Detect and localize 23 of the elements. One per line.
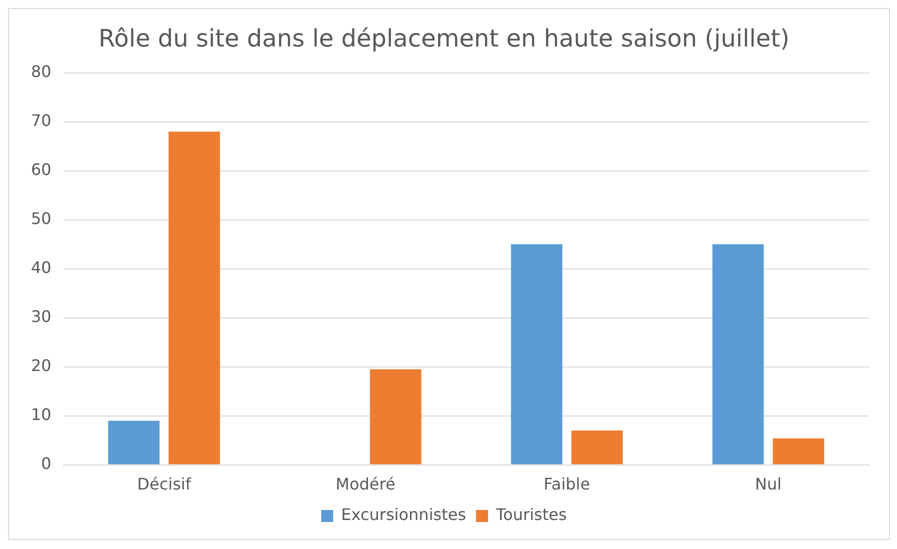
bar	[370, 369, 422, 464]
bar	[510, 244, 562, 464]
chart-title: Rôle du site dans le déplacement en haute saison (juillet)	[98, 24, 790, 53]
legend-label: Touristes	[495, 505, 567, 524]
bar	[712, 244, 764, 464]
bar	[571, 430, 623, 464]
x-tick-label: Faible	[544, 474, 590, 494]
y-tick-label: 50	[31, 208, 52, 228]
y-tick-label: 30	[31, 306, 52, 326]
x-tick-label: Nul	[755, 474, 782, 494]
bar	[168, 132, 220, 464]
y-tick-label: 60	[31, 160, 52, 179]
bar	[772, 438, 824, 464]
x-tick-label: Décisif	[137, 474, 192, 494]
y-tick-label: 10	[31, 404, 52, 424]
y-tick-label: 20	[31, 356, 52, 375]
x-tick-label: Modéré	[336, 474, 396, 494]
bar	[108, 420, 160, 464]
y-tick-label: 0	[41, 454, 52, 473]
y-tick-label: 40	[31, 258, 52, 277]
y-tick-label: 70	[31, 110, 52, 130]
legend-label: Excursionnistes	[341, 505, 466, 524]
y-tick-label: 80	[31, 62, 52, 81]
